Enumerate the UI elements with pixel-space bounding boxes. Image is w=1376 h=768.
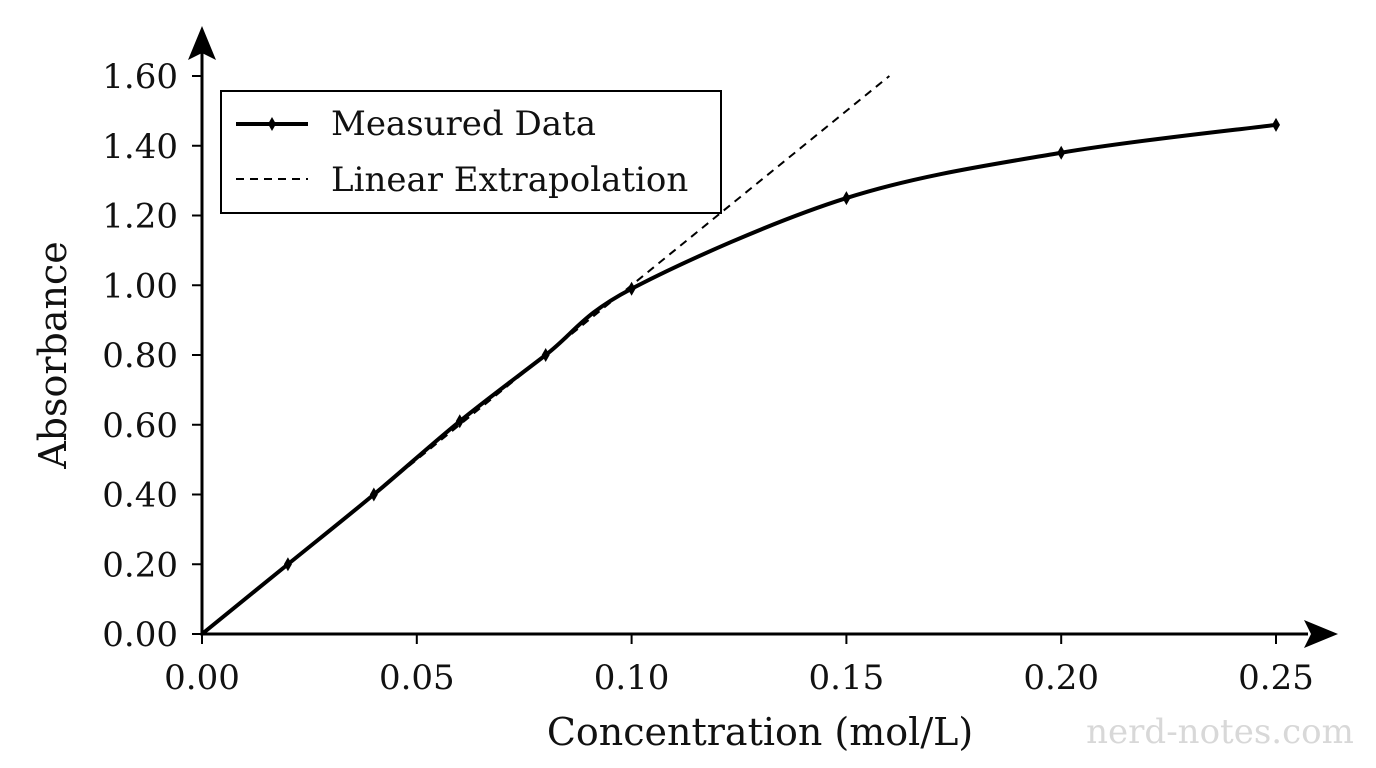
measured-data-marker <box>1057 145 1066 160</box>
x-tick-label: 0.25 <box>1238 658 1314 698</box>
axes-layer <box>188 26 1338 648</box>
measured-data-marker <box>541 348 550 362</box>
y-tick-label: 1.60 <box>102 57 178 97</box>
x-tick-label: 0.05 <box>379 658 455 698</box>
x-tick-label: 0.20 <box>1023 658 1099 698</box>
measured-data-marker <box>283 557 292 572</box>
x-tick-label: 0.10 <box>594 658 670 698</box>
measured-data-marker <box>842 191 851 206</box>
legend-label-measured-data: Measured Data <box>331 104 596 144</box>
y-tick-label: 0.60 <box>102 406 178 446</box>
y-tick-label: 0.00 <box>102 615 178 655</box>
x-axis-arrowhead <box>1304 620 1338 648</box>
measured-data-marker <box>455 414 464 429</box>
x-axis-title: Concentration (mol/L) <box>547 710 973 754</box>
x-tick-label: 0.15 <box>809 658 885 698</box>
y-tick-label: 1.00 <box>102 266 178 306</box>
legend-label-linear-extrapolation: Linear Extrapolation <box>331 160 688 200</box>
y-axis-arrowhead <box>188 26 216 60</box>
legend-measured-marker <box>268 117 276 131</box>
y-tick-label: 0.20 <box>102 545 178 585</box>
y-axis-title: Absorbance <box>31 241 75 470</box>
measured-data-markers <box>283 117 1280 572</box>
measured-data-marker <box>627 281 636 296</box>
measured-data-marker <box>369 487 378 502</box>
measured-data-line <box>200 122 1278 636</box>
y-tick-label: 0.40 <box>102 476 178 516</box>
y-tick-label: 1.40 <box>102 127 178 167</box>
measured-data-marker <box>1272 117 1280 132</box>
x-tick-label: 0.00 <box>164 658 240 698</box>
series-layer <box>200 75 1280 636</box>
legend-box <box>220 90 722 214</box>
ticks-layer: 0.00 0.05 0.10 0.15 0.20 0.25 0.00 0.20 0.40 0.60… <box>102 57 1314 698</box>
y-tick-label: 0.80 <box>102 336 178 376</box>
y-tick-label: 1.20 <box>102 197 178 237</box>
watermark: nerd-notes.com <box>1086 712 1354 752</box>
legend: Measured Data Linear Extrapolation <box>220 90 722 214</box>
